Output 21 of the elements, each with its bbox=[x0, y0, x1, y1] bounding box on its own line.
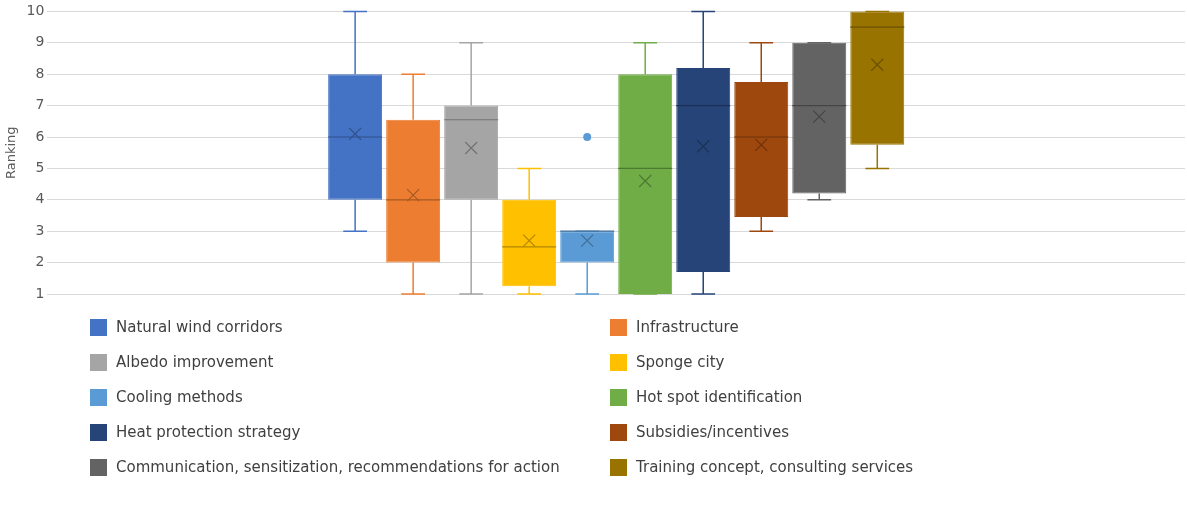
y-tick-label: 4 bbox=[35, 190, 45, 207]
legend-label: Training concept, consulting services bbox=[636, 458, 914, 476]
legend-label: Communication, sensitization, recommendations for action bbox=[116, 458, 560, 476]
legend-label: Hot spot identification bbox=[636, 388, 803, 406]
legend-label: Cooling methods bbox=[116, 388, 243, 406]
y-tick-label: 10 bbox=[26, 2, 45, 19]
y-tick-label: 6 bbox=[35, 127, 45, 144]
y-tick-label: 8 bbox=[35, 64, 45, 81]
y-tick-label: 2 bbox=[35, 253, 45, 270]
legend-label: Sponge city bbox=[636, 353, 725, 371]
y-tick-label: 5 bbox=[35, 159, 45, 176]
y-tick-label: 3 bbox=[35, 221, 45, 238]
y-axis-title: Ranking bbox=[3, 126, 19, 179]
y-tick-label: 1 bbox=[35, 284, 45, 301]
legend-label: Heat protection strategy bbox=[116, 423, 301, 441]
legend-label: Subsidies/incentives bbox=[636, 423, 789, 441]
y-tick-label: 9 bbox=[35, 33, 45, 50]
legend-label: Albedo improvement bbox=[116, 353, 274, 371]
legend-label: Natural wind corridors bbox=[116, 318, 283, 336]
y-tick-label: 7 bbox=[35, 96, 45, 113]
legend-label: Infrastructure bbox=[636, 318, 739, 336]
